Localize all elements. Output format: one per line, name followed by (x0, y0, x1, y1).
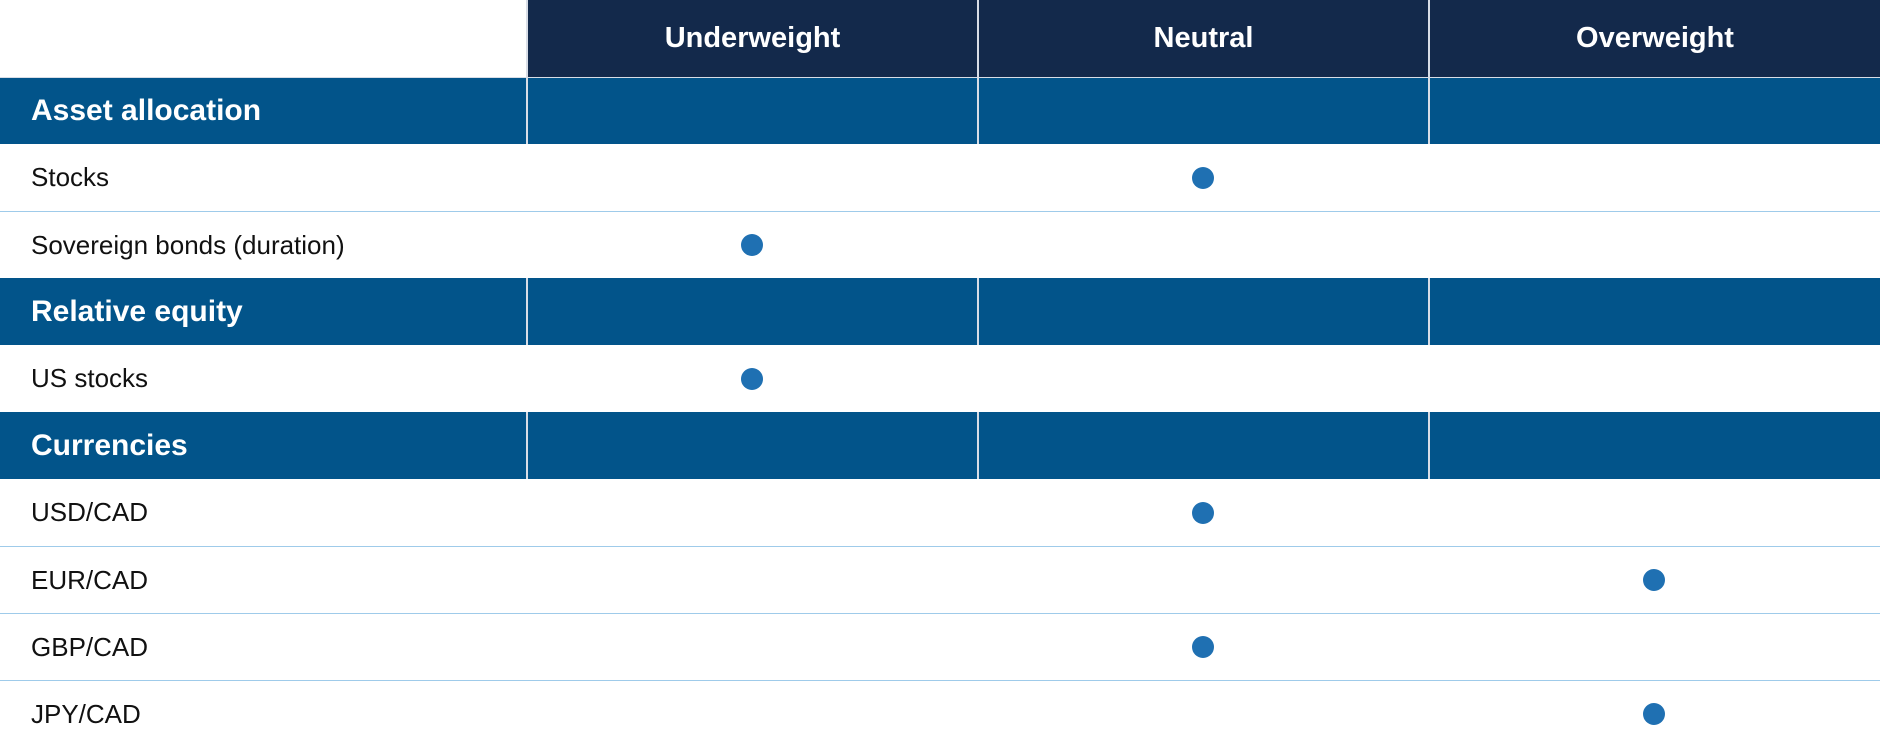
rating-cell (977, 479, 1428, 546)
rating-dot (740, 367, 763, 390)
rating-cell (526, 681, 977, 747)
row-label: JPY/CAD (31, 698, 141, 729)
section-cell (526, 78, 977, 144)
rating-cell (1428, 212, 1880, 278)
rating-cell (1428, 479, 1880, 546)
rating-cell (526, 144, 977, 211)
column-header: Overweight (1428, 0, 1880, 77)
section-cell (977, 78, 1428, 144)
rating-cell (977, 212, 1428, 278)
rating-cell (977, 614, 1428, 680)
rating-dot (740, 234, 763, 256)
section-cell (1428, 412, 1880, 479)
rating-cell (526, 614, 977, 680)
column-header: Underweight (526, 0, 977, 77)
section-title: Relative equity (31, 294, 243, 328)
section-row: Currencies (0, 412, 1880, 479)
rating-dot (1191, 501, 1214, 524)
row-label: GBP/CAD (31, 631, 149, 662)
section-title: Currencies (31, 428, 188, 462)
rating-cell (977, 345, 1428, 412)
rating-cell (526, 547, 977, 613)
row-label: EUR/CAD (31, 564, 149, 595)
section-cell (526, 412, 977, 479)
rating-dot (1191, 166, 1214, 189)
rating-cell (526, 479, 977, 546)
corner-cell (0, 0, 526, 77)
item-row: JPY/CAD (0, 680, 1880, 747)
rating-cell (977, 681, 1428, 747)
section-row: Relative equity (0, 278, 1880, 345)
rating-cell (526, 212, 977, 278)
row-label: US stocks (31, 363, 149, 393)
rating-cell (1428, 547, 1880, 613)
rating-dot (1643, 703, 1665, 725)
section-cell (977, 278, 1428, 345)
rating-cell (526, 345, 977, 412)
rating-dot (1191, 636, 1214, 658)
item-row: Sovereign bonds (duration) (0, 211, 1880, 278)
rating-cell (1428, 614, 1880, 680)
section-row: Asset allocation (0, 77, 1880, 144)
rating-cell (977, 144, 1428, 211)
rating-cell (1428, 345, 1880, 412)
item-row: GBP/CAD (0, 613, 1880, 680)
section-cell (1428, 278, 1880, 345)
item-row: EUR/CAD (0, 546, 1880, 613)
item-row: USD/CAD (0, 479, 1880, 546)
row-label: Sovereign bonds (duration) (31, 229, 345, 260)
item-row: Stocks (0, 144, 1880, 211)
rating-cell (1428, 144, 1880, 211)
header-row: Underweight Neutral Overweight (0, 0, 1880, 77)
rating-cell (1428, 681, 1880, 747)
row-label: Stocks (31, 162, 110, 192)
section-cell (1428, 78, 1880, 144)
column-header: Neutral (977, 0, 1428, 77)
rating-dot (1643, 569, 1665, 591)
item-row: US stocks (0, 345, 1880, 412)
section-cell (526, 278, 977, 345)
row-label: USD/CAD (31, 497, 149, 527)
rating-cell (977, 547, 1428, 613)
section-cell (977, 412, 1428, 479)
section-title: Asset allocation (31, 94, 262, 127)
